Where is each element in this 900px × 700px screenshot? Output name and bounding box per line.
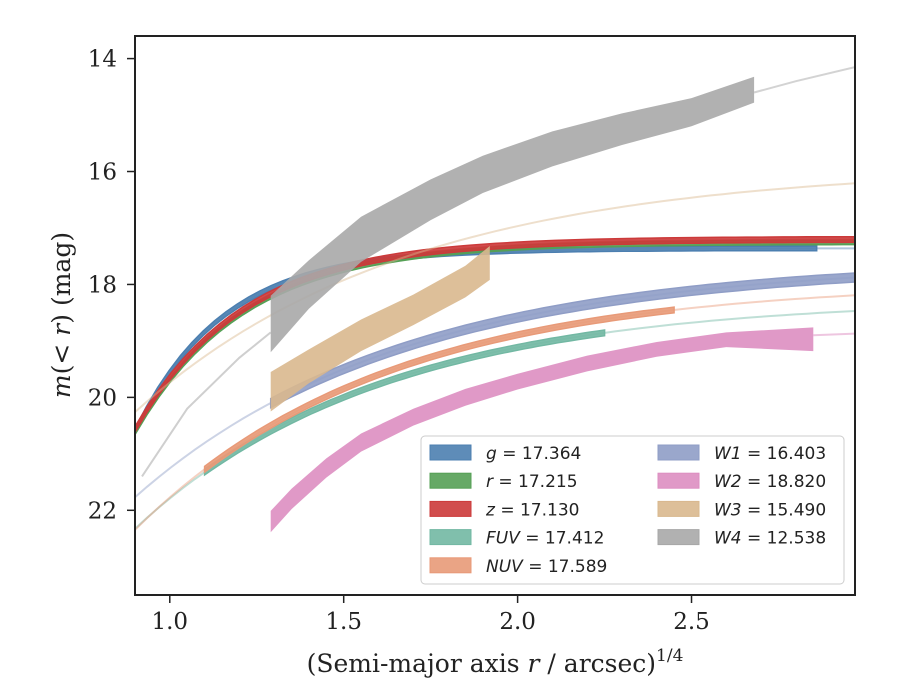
legend-label-name: W1 [714, 444, 742, 464]
y-tick-label: 14 [88, 47, 117, 73]
series-w2-extension-line [813, 332, 855, 337]
series-w2 [270, 327, 855, 533]
legend-item-nuv: NUV = 17.589 [429, 557, 607, 577]
series-nuv [135, 294, 855, 531]
legend-item-r: r = 17.215 [429, 472, 578, 492]
series-w3-band [270, 246, 490, 412]
y-axis-ticks: 14 16 18 20 22 [88, 47, 135, 524]
series-fuv [135, 310, 855, 530]
series-w3-model-line [135, 182, 855, 413]
legend-label-name: W4 [714, 529, 742, 549]
legend-label-name: r [486, 472, 494, 492]
legend-label: W4 = 12.538 [714, 529, 826, 549]
y-axis-label-open: ( [47, 365, 76, 375]
series-w4 [141, 66, 855, 477]
x-axis-label-var: r [528, 649, 542, 678]
y-axis-label-lt: < [47, 336, 76, 365]
legend-label: W2 = 18.820 [714, 472, 826, 492]
legend-label-value: = 17.589 [523, 557, 608, 577]
series-fuv-band [203, 329, 606, 477]
legend-label: r = 17.215 [486, 472, 578, 492]
legend-swatch [657, 444, 700, 461]
y-tick-label: 16 [88, 160, 117, 186]
y-tick-label: 18 [88, 272, 117, 298]
x-axis-label-open: (Semi-major axis [307, 649, 528, 678]
legend-swatch [429, 444, 472, 461]
series-z [135, 235, 855, 434]
series-z-band [135, 235, 855, 434]
y-axis-label: m(< r) (mag) [47, 232, 76, 398]
legend-item-w4: W4 = 12.538 [657, 529, 826, 549]
legend-item-w1: W1 = 16.403 [657, 444, 826, 464]
legend-label-name: FUV [486, 529, 521, 549]
legend-label-value: = 16.403 [742, 444, 827, 464]
x-axis-label-close: / arcsec) [539, 649, 656, 678]
legend-swatch [657, 472, 700, 489]
series-w4-inner-line [141, 331, 272, 477]
legend-swatch [429, 472, 472, 489]
y-tick-label: 20 [88, 385, 117, 411]
x-tick-label: 2.0 [499, 609, 536, 635]
legend-label-value: = 17.215 [493, 472, 578, 492]
x-tick-label: 1.5 [325, 609, 362, 635]
legend-item-w3: W3 = 15.490 [657, 500, 826, 520]
y-axis-label-unit: (mag) [47, 232, 76, 314]
series-w3 [135, 182, 855, 413]
legend-label: W1 = 16.403 [714, 444, 826, 464]
legend-label-value: = 18.820 [742, 472, 827, 492]
legend-item-w2: W2 = 18.820 [657, 472, 826, 492]
series-nuv-band [203, 306, 675, 474]
legend-label: z = 17.130 [485, 500, 579, 520]
legend-label-value: = 15.490 [742, 500, 827, 520]
series-w1-band [269, 272, 855, 409]
legend-swatch [429, 500, 472, 517]
x-tick-label: 1.0 [151, 609, 188, 635]
legend-swatch [657, 500, 700, 517]
legend-swatch [429, 557, 472, 574]
legend-label-value: = 17.130 [495, 500, 580, 520]
plot-frame [134, 35, 856, 596]
legend-item-fuv: FUV = 17.412 [429, 529, 604, 549]
legend-label: W3 = 15.490 [714, 500, 826, 520]
x-tick-label: 2.5 [673, 609, 710, 635]
legend-label-name: NUV [486, 557, 524, 577]
y-axis-label-r: r [47, 322, 76, 336]
series-w4-band [270, 76, 755, 353]
legend-swatch [429, 529, 472, 546]
legend-label-value: = 17.364 [497, 444, 582, 464]
series-w1 [135, 272, 855, 498]
series-w4-extension-line [753, 66, 855, 94]
x-axis-ticks: 1.0 1.5 2.0 2.5 [151, 595, 710, 635]
legend-item-z: z = 17.130 [429, 500, 579, 520]
y-tick-label: 22 [88, 498, 117, 524]
x-axis-label: (Semi-major axis r / arcsec)1/4 [307, 646, 684, 678]
legend-label: NUV = 17.589 [486, 557, 607, 577]
legend-label: g = 17.364 [486, 444, 581, 464]
y-axis-label-m: m [47, 374, 76, 398]
y-axis-label-close: ) [47, 314, 76, 324]
legend-label-name: z [485, 500, 496, 520]
x-axis-label-sup: 1/4 [656, 646, 683, 666]
series-w2-band [270, 327, 814, 533]
legend-item-g: g = 17.364 [429, 444, 581, 464]
legend-label-name: g [486, 444, 497, 464]
legend-label-name: W3 [714, 500, 742, 520]
plot-data-layer [135, 66, 855, 533]
legend-swatch [657, 529, 700, 546]
legend-label-value: = 17.412 [520, 529, 605, 549]
legend-label: FUV = 17.412 [486, 529, 604, 549]
legend-label-name: W2 [714, 472, 742, 492]
legend-box [420, 435, 845, 585]
legend-label-value: = 12.538 [742, 529, 827, 549]
